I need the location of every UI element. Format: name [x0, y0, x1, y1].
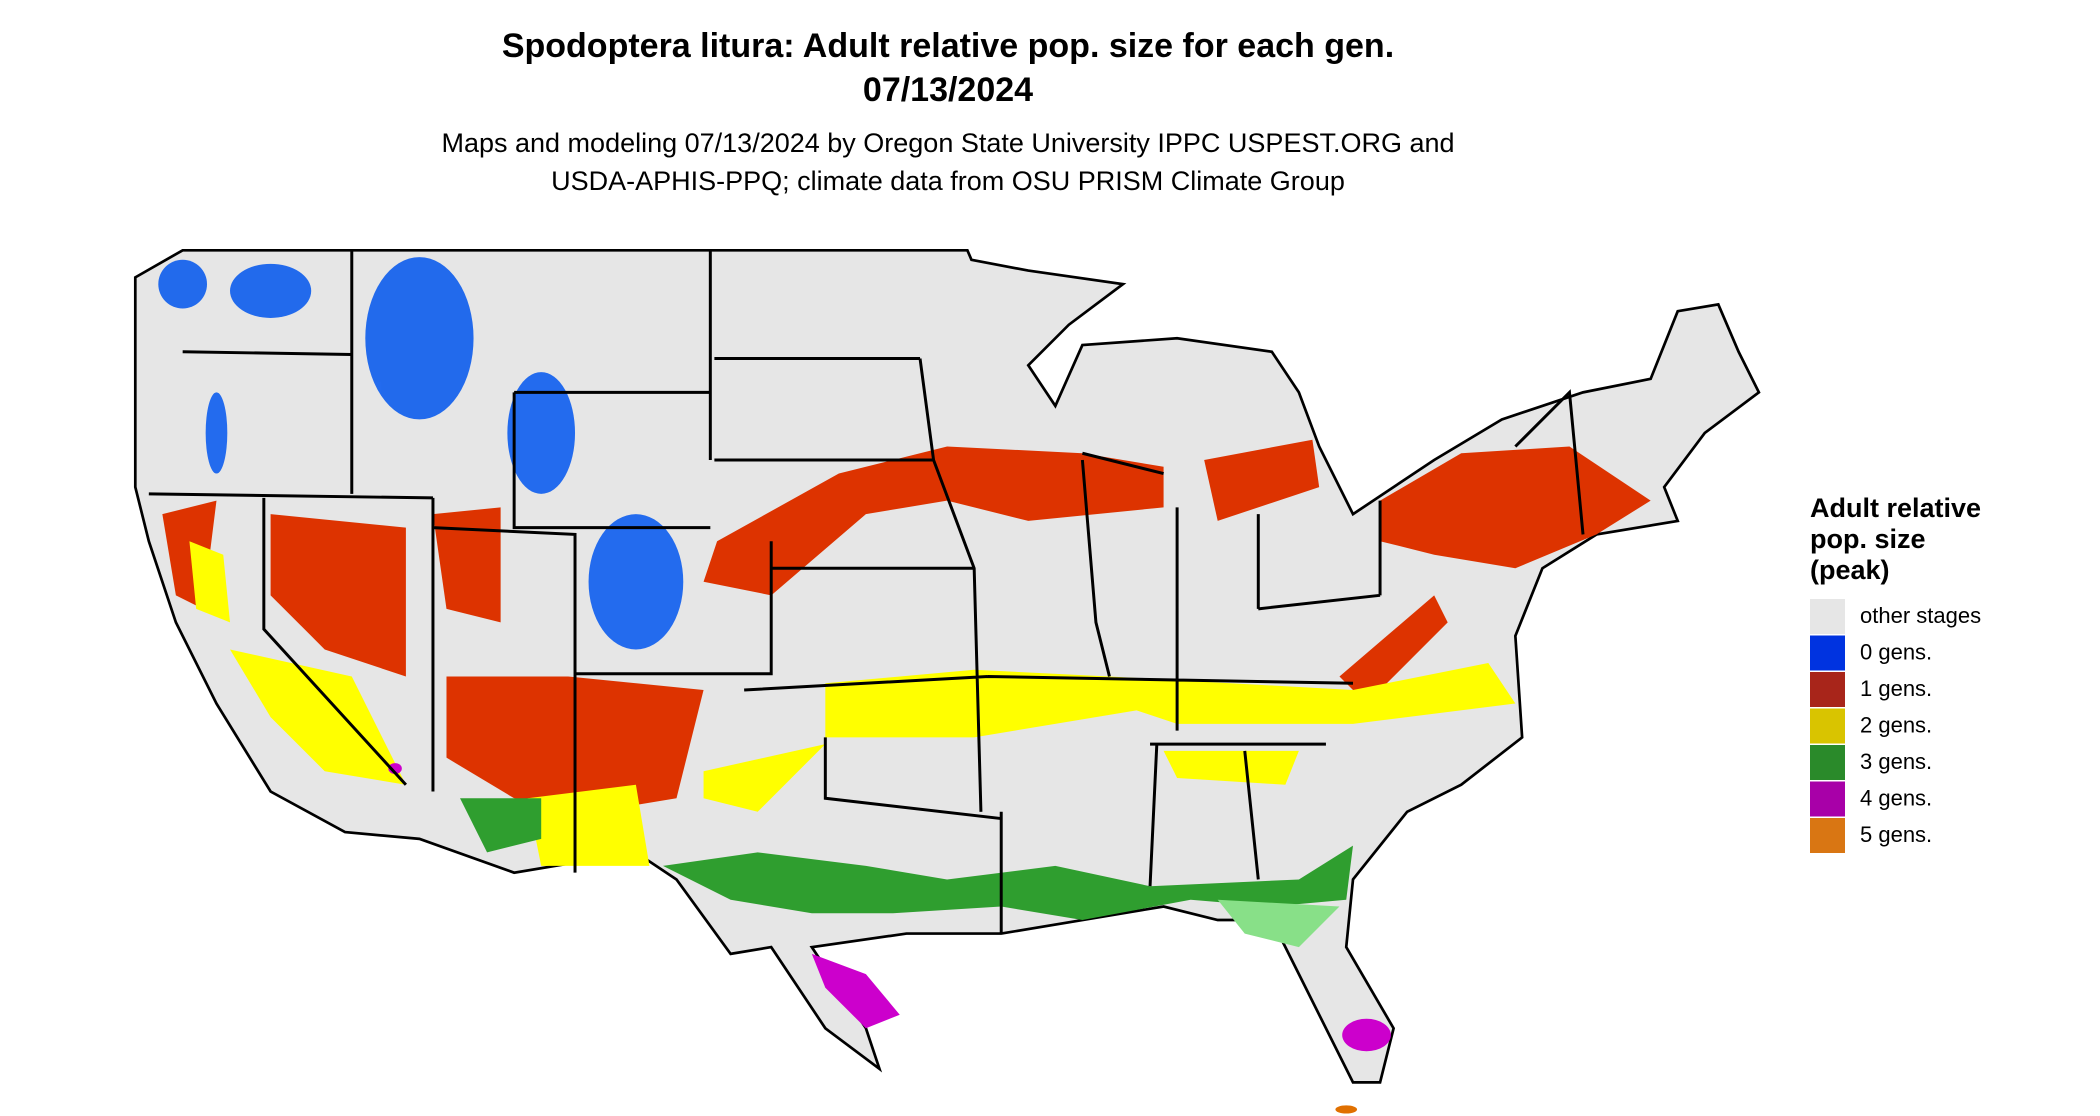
map	[133, 248, 1761, 1114]
legend-swatch	[1810, 818, 1845, 853]
legend-swatch	[1810, 599, 1845, 634]
legend-title: Adult relative	[1810, 493, 1981, 523]
legend-swatch	[1810, 708, 1845, 744]
legend-label: 4 gens.	[1860, 785, 1932, 810]
legend-title: (peak)	[1810, 555, 1890, 585]
green-zones	[460, 798, 1353, 921]
legend-swatch	[1810, 672, 1845, 707]
orange-zone	[1335, 1105, 1358, 1114]
blue-zones	[158, 257, 684, 650]
legend-items: other stages 0 gens. 1 gens. 2 gens. 3 gens.…	[1810, 599, 1981, 853]
state-borders	[148, 250, 1585, 934]
green-light	[1217, 899, 1340, 948]
yellow-zones	[189, 541, 1516, 866]
magenta-zones	[388, 763, 1391, 1052]
legend-label: 0 gens.	[1860, 639, 1932, 664]
legend-swatch	[1810, 745, 1845, 780]
title: Spodoptera litura: Adult relative pop. s…	[502, 27, 1394, 65]
legend-label: 1 gens.	[1860, 676, 1932, 701]
subtitle: USDA-APHIS-PPQ; climate data from OSU PR…	[551, 166, 1345, 196]
subtitle: Maps and modeling 07/13/2024 by Oregon S…	[441, 128, 1454, 158]
title-date: 07/13/2024	[863, 71, 1033, 109]
legend-swatch	[1810, 781, 1845, 817]
legend-title: pop. size	[1810, 524, 1926, 554]
legend-label: 3 gens.	[1860, 749, 1932, 774]
legend-label: other stages	[1860, 603, 1981, 628]
legend-swatch	[1810, 635, 1845, 671]
legend-label: 2 gens.	[1860, 712, 1932, 737]
legend-label: 5 gens.	[1860, 822, 1932, 847]
legend: Adult relative pop. size (peak) other st…	[1810, 493, 1981, 853]
